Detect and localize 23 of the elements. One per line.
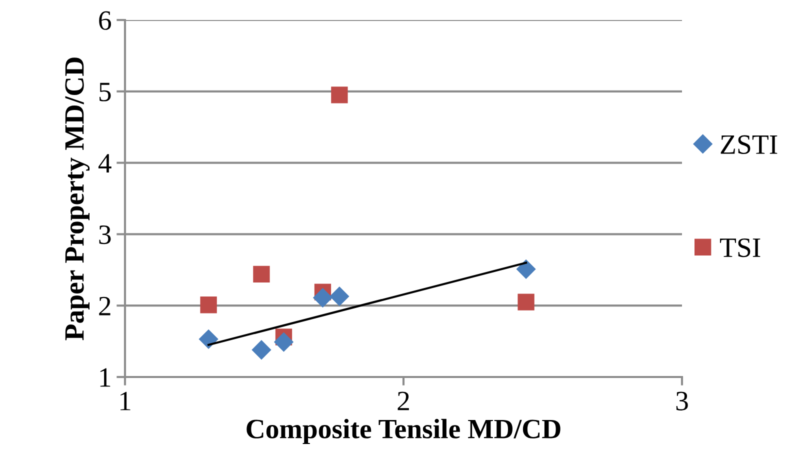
legend-label: TSI bbox=[720, 238, 760, 258]
y-tick-label: 4 bbox=[98, 154, 112, 172]
point bbox=[199, 330, 218, 349]
point bbox=[274, 332, 294, 352]
point bbox=[253, 266, 270, 283]
x-tick-label: 2 bbox=[398, 392, 409, 410]
y-tick-label: 5 bbox=[100, 82, 111, 102]
y-tick-label: 2 bbox=[99, 296, 110, 316]
y-tick-label: 3 bbox=[99, 225, 111, 244]
point bbox=[518, 294, 534, 310]
legend-label: ZSTI bbox=[720, 135, 778, 154]
point bbox=[313, 288, 332, 308]
point bbox=[200, 296, 217, 314]
point bbox=[331, 86, 348, 104]
x-tick-label: 1 bbox=[120, 392, 130, 410]
point bbox=[516, 260, 536, 279]
x-tick-label: 3 bbox=[676, 392, 688, 410]
y-axis-title: Paper Property MD/CD bbox=[65, 58, 90, 340]
x-axis-title: Composite Tensile MD/CD bbox=[246, 418, 560, 444]
y-tick-label: 1 bbox=[100, 368, 110, 387]
point bbox=[252, 340, 271, 360]
y-tick-label: 6 bbox=[99, 11, 111, 30]
point bbox=[330, 286, 349, 306]
